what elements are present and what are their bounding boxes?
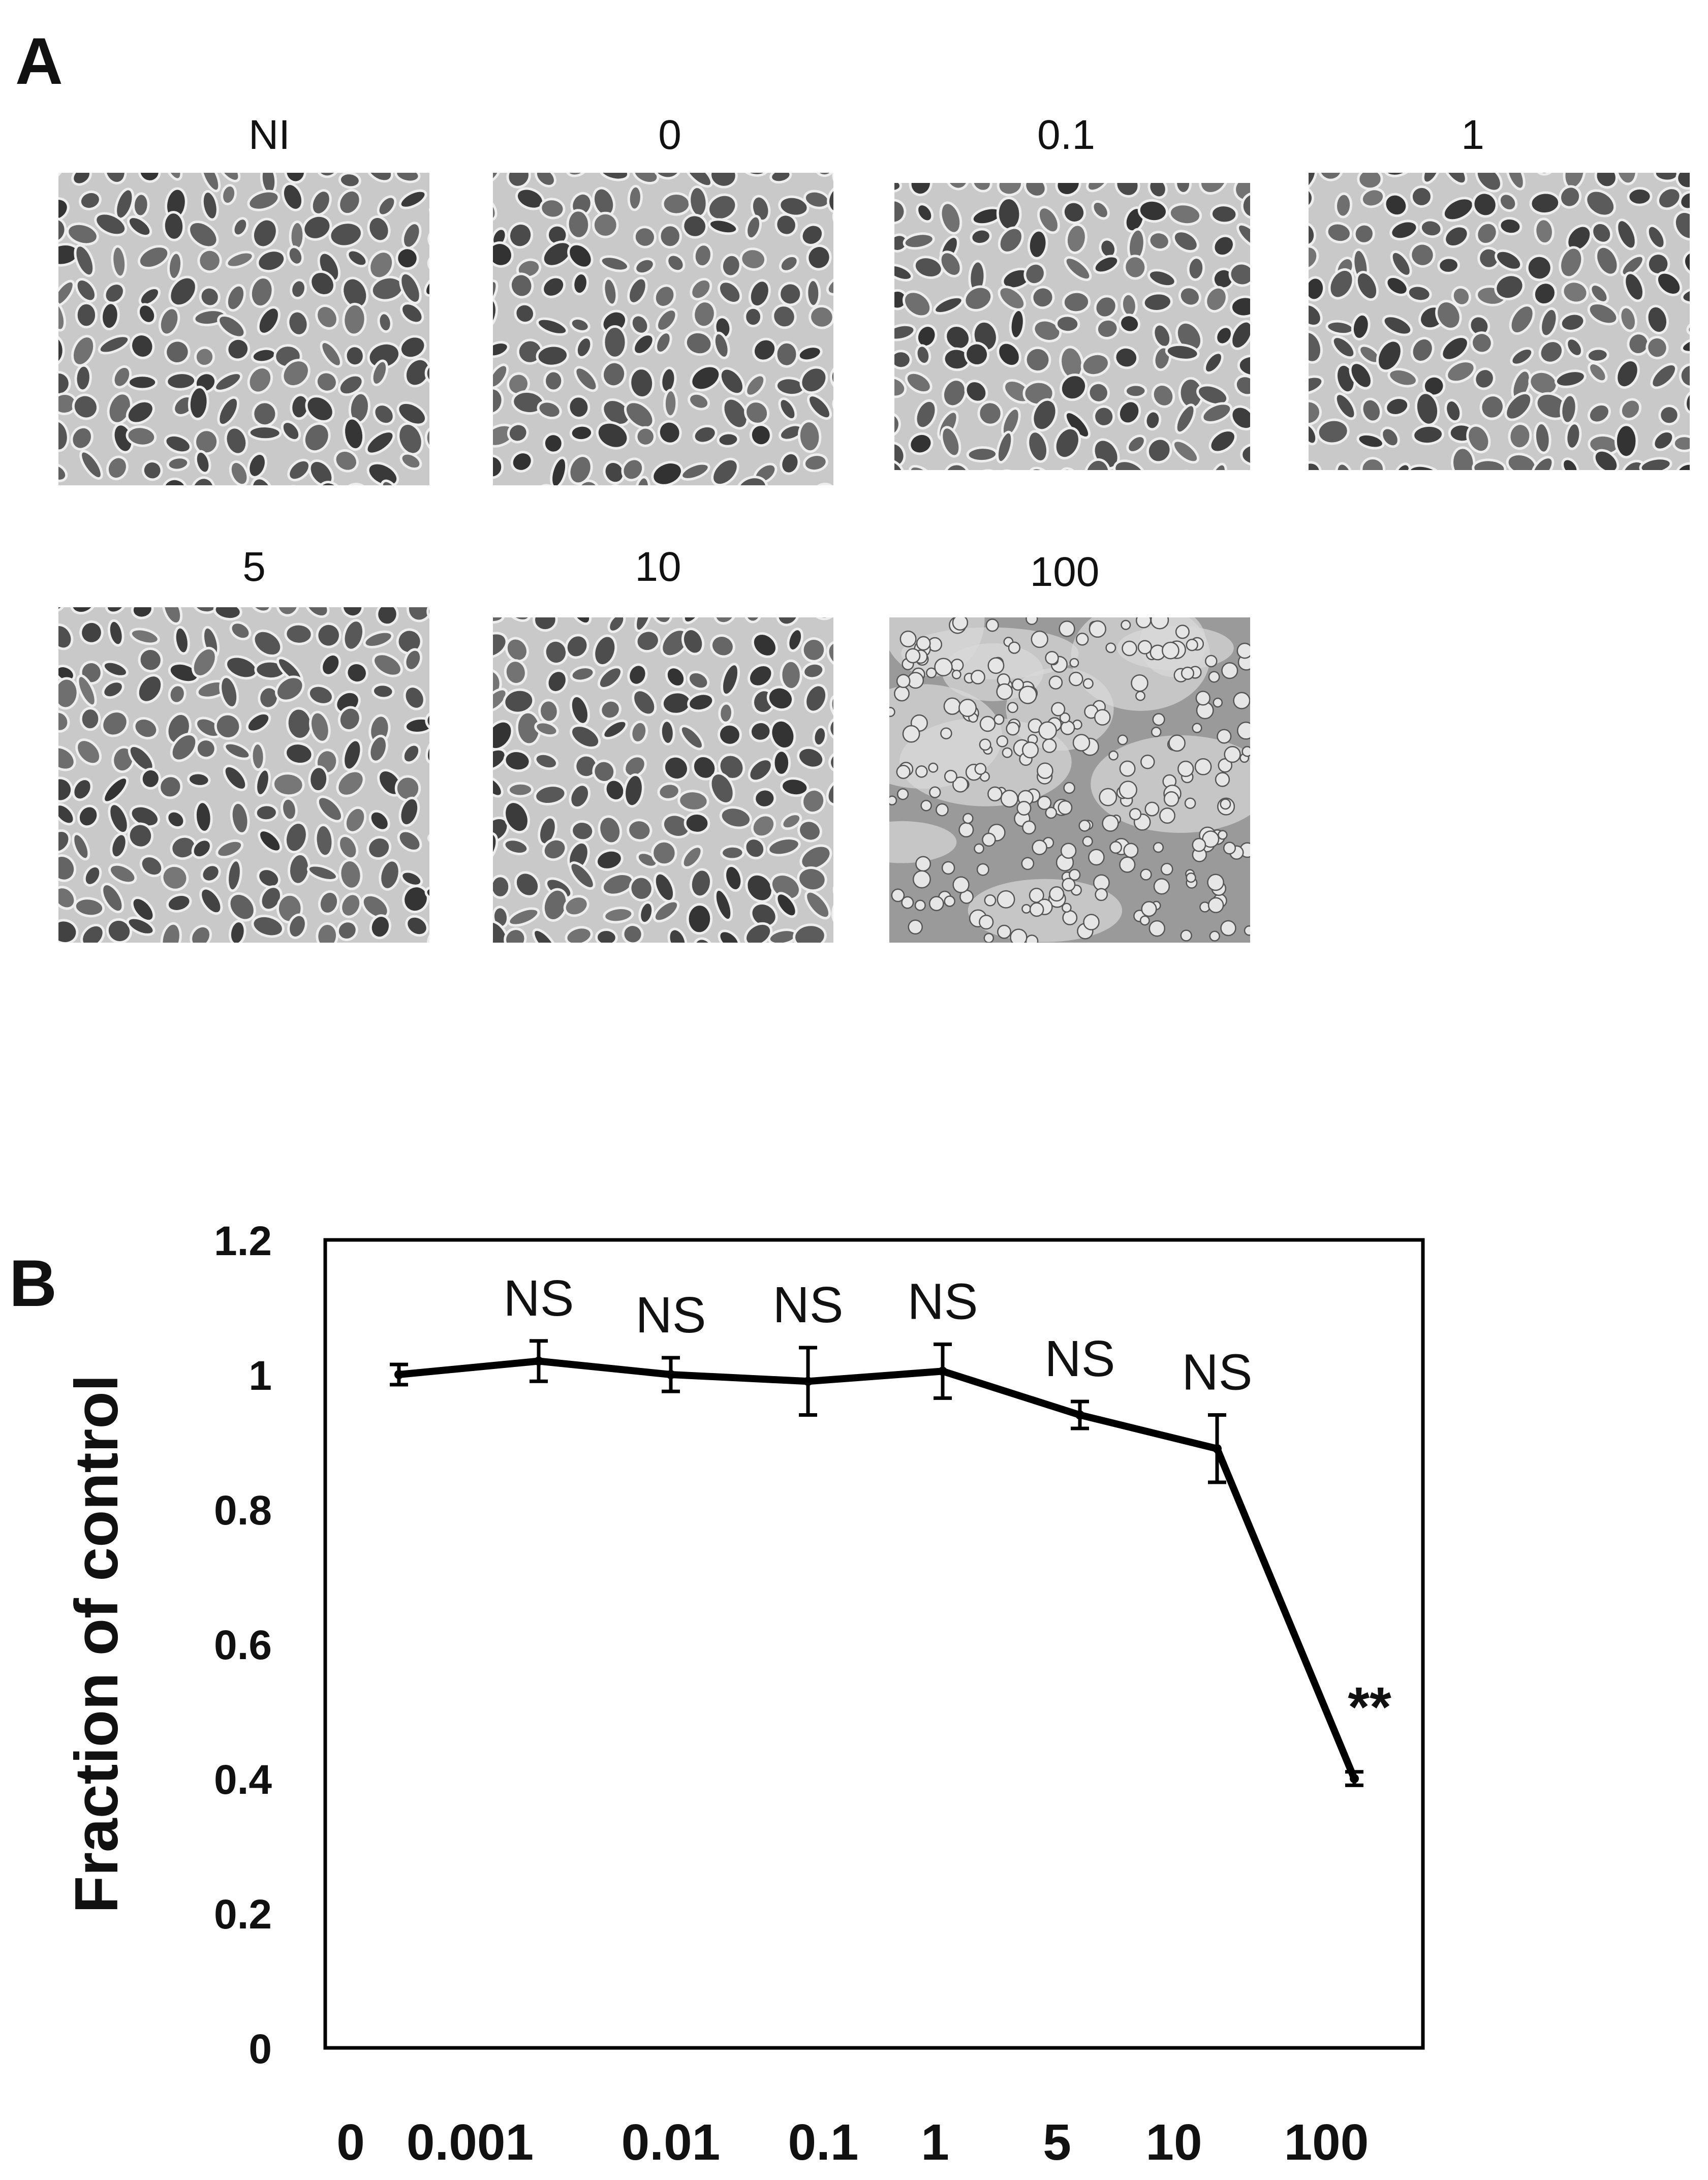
- micrograph-ni: [58, 173, 429, 485]
- y-tick-label-1: 0.2: [214, 1891, 272, 1938]
- annotation-6: NS: [1182, 1344, 1253, 1401]
- annotation-2: NS: [636, 1287, 706, 1344]
- micrograph-0-1: [894, 183, 1250, 470]
- y-tick-label-6: 1.2: [214, 1218, 272, 1264]
- data-point-6: [1213, 1444, 1222, 1453]
- micrograph-label-5: 5: [242, 544, 266, 590]
- x-tick-label-1: 0.001: [407, 2114, 534, 2171]
- micrograph-1: [1309, 173, 1690, 470]
- x-tick-label-2: 0.01: [622, 2114, 721, 2171]
- panel-b-letter: B: [9, 1246, 57, 1320]
- x-tick-label-3: 0.1: [788, 2114, 858, 2171]
- data-point-4: [938, 1366, 947, 1376]
- panel-a-letter: A: [15, 24, 63, 98]
- micrograph-100: [889, 617, 1250, 943]
- annotation-5: NS: [1045, 1330, 1115, 1387]
- y-tick-label-4: 0.8: [214, 1487, 272, 1534]
- plot-frame: [323, 1238, 1425, 2050]
- micrograph-label-0: 0: [658, 112, 681, 158]
- x-tick-label-6: 10: [1145, 2114, 1202, 2171]
- micrograph-label-0-1: 0.1: [1037, 112, 1095, 158]
- y-tick-label-3: 0.6: [214, 1622, 272, 1668]
- data-point-2: [666, 1370, 675, 1379]
- micrograph-0: [493, 173, 833, 485]
- annotation-1: NS: [504, 1270, 574, 1327]
- y-tick-label-0: 0: [249, 2026, 272, 2072]
- x-tick-label-0: 0: [336, 2114, 365, 2171]
- micrograph-label-10: 10: [635, 544, 681, 590]
- data-point-5: [1075, 1410, 1084, 1420]
- micrograph-label-100: 100: [1030, 549, 1100, 595]
- annotation-7: **: [1348, 1676, 1391, 1738]
- micrograph-5: [58, 607, 429, 943]
- x-tick-label-5: 5: [1043, 2114, 1071, 2171]
- x-tick-label-7: 100: [1284, 2114, 1369, 2171]
- annotation-3: NS: [773, 1276, 844, 1333]
- annotation-4: NS: [908, 1273, 978, 1330]
- y-axis-title: Fraction of control: [62, 1375, 131, 1913]
- micrograph-label-ni: NI: [249, 112, 290, 158]
- data-point-3: [803, 1377, 813, 1386]
- data-point-0: [394, 1370, 403, 1379]
- y-tick-label-2: 0.4: [214, 1757, 272, 1803]
- data-point-1: [534, 1356, 543, 1366]
- data-point-7: [1350, 1774, 1359, 1783]
- micrograph-label-1: 1: [1461, 112, 1484, 158]
- micrograph-10: [493, 617, 833, 943]
- y-tick-label-5: 1: [249, 1353, 272, 1399]
- series-line: [398, 1357, 1358, 1780]
- x-tick-label-4: 1: [921, 2114, 949, 2171]
